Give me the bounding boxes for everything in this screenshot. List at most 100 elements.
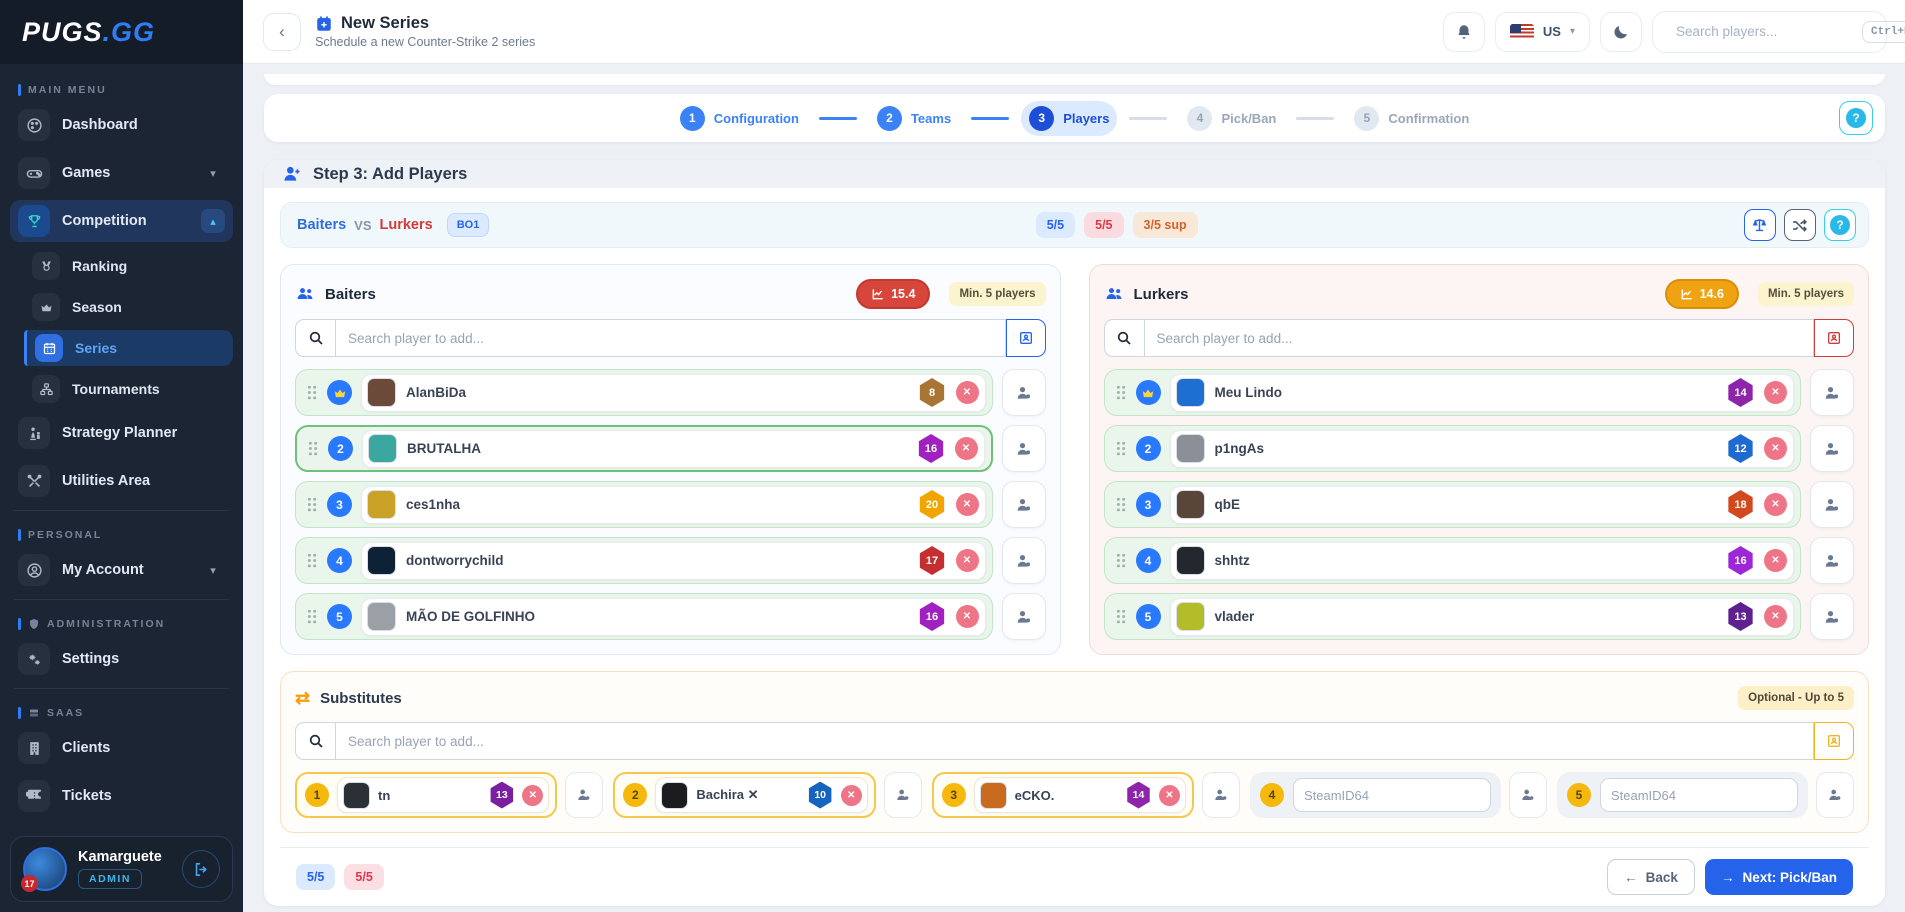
shuffle-players-button[interactable] (1784, 209, 1816, 241)
drag-handle-icon[interactable] (1114, 552, 1127, 569)
add-by-id-button[interactable] (1814, 319, 1854, 357)
remove-player-button[interactable]: ✕ (1764, 437, 1787, 460)
player-rating-badge: 13 (489, 782, 514, 809)
trophy-icon (18, 205, 50, 237)
player-options-button[interactable] (1002, 593, 1046, 640)
player-name: dontworrychild (406, 553, 909, 568)
steamid-input[interactable] (1293, 778, 1491, 812)
team-a-count-badge: 5/5 (296, 864, 335, 890)
remove-player-button[interactable]: ✕ (841, 785, 862, 806)
notifications-button[interactable] (1443, 12, 1485, 52)
match-bar: Baiters VS Lurkers BO1 5/5 5/5 3/5 sup (280, 202, 1869, 248)
sidebar-nav: MAIN MENU Dashboard Games ▾ Competition … (0, 64, 243, 828)
remove-player-button[interactable]: ✕ (1159, 785, 1180, 806)
logout-button[interactable] (182, 850, 220, 888)
player-options-button[interactable] (1002, 369, 1046, 416)
sidebar-item-competition[interactable]: Competition ▴ (10, 200, 233, 242)
team-search (1104, 319, 1855, 357)
id-card-icon (1826, 733, 1842, 749)
player-options-button[interactable] (1509, 772, 1547, 818)
sidebar-divider (14, 510, 229, 511)
player-number-badge: 3 (1136, 492, 1161, 517)
step-players[interactable]: 3Players (1021, 101, 1117, 136)
drag-handle-icon[interactable] (1114, 384, 1127, 401)
player-avatar (343, 782, 370, 809)
sidebar-item-ranking[interactable]: Ranking (24, 248, 233, 284)
global-search-input[interactable] (1676, 24, 1853, 39)
remove-player-button[interactable]: ✕ (1764, 493, 1787, 516)
sidebar-item-games[interactable]: Games ▾ (10, 152, 233, 194)
section-personal: PERSONAL (10, 519, 233, 549)
steamid-input[interactable] (1600, 778, 1798, 812)
player-options-button[interactable] (1810, 369, 1854, 416)
player-avatar (1176, 602, 1205, 631)
next-pickban-button[interactable]: →Next: Pick/Ban (1705, 859, 1853, 895)
player-avatar (368, 434, 397, 463)
remove-player-button[interactable]: ✕ (956, 381, 979, 404)
drag-handle-icon[interactable] (306, 440, 319, 457)
sidebar-item-series[interactable]: Series (24, 330, 233, 366)
step-confirmation[interactable]: 5Confirmation (1346, 101, 1477, 136)
players-help-button[interactable]: ? (1824, 209, 1856, 241)
drag-handle-icon[interactable] (1114, 440, 1127, 457)
user-card[interactable]: 17 Kamarguete ADMIN (10, 836, 233, 902)
back-nav-button[interactable]: ‹ (263, 13, 301, 51)
team-search-input[interactable] (335, 319, 1006, 357)
ticket-icon (18, 780, 50, 812)
drag-handle-icon[interactable] (305, 552, 318, 569)
substitutes-search-input[interactable] (335, 722, 1814, 760)
shortcut-badge: Ctrl+K (1862, 21, 1905, 43)
sidebar-item-dashboard[interactable]: Dashboard (10, 104, 233, 146)
language-selector[interactable]: US ▾ (1495, 12, 1590, 52)
step-configuration[interactable]: 1Configuration (672, 101, 807, 136)
remove-player-button[interactable]: ✕ (956, 493, 979, 516)
drag-handle-icon[interactable] (305, 496, 318, 513)
player-options-button[interactable] (1002, 425, 1046, 472)
dark-mode-toggle[interactable] (1600, 12, 1642, 52)
player-options-button[interactable] (884, 772, 922, 818)
step-pickban[interactable]: 4Pick/Ban (1179, 101, 1284, 136)
player-options-button[interactable] (1810, 481, 1854, 528)
sidebar-item-clients[interactable]: Clients (10, 727, 233, 769)
player-options-button[interactable] (1002, 537, 1046, 584)
player-options-button[interactable] (1816, 772, 1854, 818)
player-row: 5 MÃO DE GOLFINHO 16 ✕ (295, 593, 1046, 640)
remove-player-button[interactable]: ✕ (955, 437, 978, 460)
player-name: tn (378, 788, 481, 803)
logo[interactable]: PUGS.GG (0, 0, 243, 64)
player-options-button[interactable] (1002, 481, 1046, 528)
back-button[interactable]: ←Back (1607, 859, 1695, 895)
captain-badge (327, 380, 352, 405)
remove-player-button[interactable]: ✕ (522, 785, 543, 806)
player-options-button[interactable] (1810, 425, 1854, 472)
add-by-id-button[interactable] (1006, 319, 1046, 357)
balance-teams-button[interactable] (1744, 209, 1776, 241)
sidebar-item-strategy-planner[interactable]: Strategy Planner (10, 412, 233, 454)
player-options-button[interactable] (1810, 593, 1854, 640)
player-options-button[interactable] (1810, 537, 1854, 584)
remove-player-button[interactable]: ✕ (1764, 549, 1787, 572)
drag-handle-icon[interactable] (305, 384, 318, 401)
stepper-help-button[interactable]: ? (1839, 101, 1873, 135)
drag-handle-icon[interactable] (1114, 496, 1127, 513)
sidebar-item-utilities-area[interactable]: Utilities Area (10, 460, 233, 502)
sidebar-item-my-account[interactable]: My Account ▾ (10, 549, 233, 591)
player-row: 3 ces1nha 20 ✕ (295, 481, 1046, 528)
remove-player-button[interactable]: ✕ (956, 549, 979, 572)
sidebar-item-tickets[interactable]: Tickets (10, 775, 233, 817)
add-by-id-button[interactable] (1814, 722, 1854, 760)
person-gear-icon (1015, 496, 1033, 514)
sidebar-item-season[interactable]: Season (24, 289, 233, 325)
player-options-button[interactable] (565, 772, 603, 818)
sidebar-item-settings[interactable]: Settings (10, 638, 233, 680)
player-options-button[interactable] (1202, 772, 1240, 818)
team-search-input[interactable] (1144, 319, 1815, 357)
remove-player-button[interactable]: ✕ (1764, 605, 1787, 628)
remove-player-button[interactable]: ✕ (1764, 381, 1787, 404)
remove-player-button[interactable]: ✕ (956, 605, 979, 628)
sidebar-item-tournaments[interactable]: Tournaments (24, 371, 233, 407)
drag-handle-icon[interactable] (305, 608, 318, 625)
step-teams[interactable]: 2Teams (869, 101, 959, 136)
drag-handle-icon[interactable] (1114, 608, 1127, 625)
question-icon: ? (1846, 108, 1866, 128)
